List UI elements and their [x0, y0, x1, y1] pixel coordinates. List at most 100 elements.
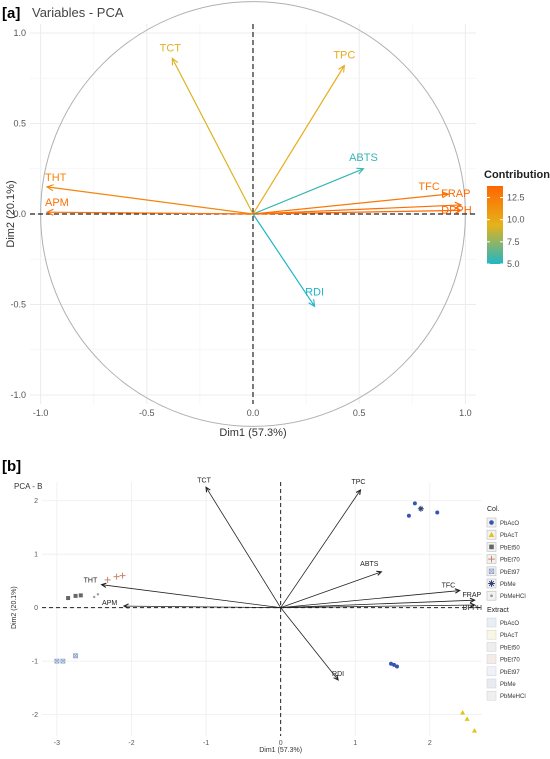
panel-a-y-axis-label: Dim2 (20.1%)	[5, 180, 17, 247]
panel-a-y-tick-label: -0.5	[10, 299, 26, 309]
vector-tpc-arrowhead	[338, 64, 345, 73]
panel-b-y-ticks: -2 -1 0 1 2	[32, 498, 38, 719]
panel-b-y-tick-label: 0	[34, 605, 38, 612]
vector-label-tfc: TFC	[418, 181, 439, 193]
panel-b-x-tick-label: 0	[279, 740, 283, 747]
biplot-vector-tct-arrowhead	[205, 486, 211, 493]
biplot-vector-apm	[124, 605, 281, 609]
contribution-color-bar	[487, 186, 503, 264]
biplot-vector-tht-arrowhead	[100, 582, 107, 588]
biplot-vector-rdi	[280, 607, 339, 681]
col-legend-marker-pbet97	[488, 568, 495, 574]
biplot-vector-frap-arrowhead	[469, 597, 476, 604]
extract-legend-label: PbAcO	[500, 621, 519, 627]
biplot-vector-label-dpph: DPPH	[463, 605, 482, 612]
extract-legend-title: Extract	[487, 607, 509, 614]
biplot-vector-abts-arrowhead	[376, 570, 383, 576]
col-legend-marker-pbact	[488, 531, 495, 537]
extract-legend-key	[486, 617, 497, 628]
biplot-point-pbet70	[104, 576, 111, 583]
vector-label-tht: THT	[45, 172, 67, 184]
contribution-tick-label: 10.0	[507, 215, 525, 225]
biplot-vector-frap	[280, 599, 475, 609]
extract-legend-label: PbAcT	[500, 633, 518, 639]
col-legend-marker-pbet70	[488, 555, 495, 563]
col-legend-label: PbMe	[500, 582, 516, 588]
biplot-point-pbet50	[78, 593, 83, 598]
panel-a-x-tick-label: -1.0	[33, 408, 49, 418]
biplot-vector-apm-arrowhead	[122, 603, 129, 609]
vector-label-tct: TCT	[160, 42, 182, 54]
biplot-vector-tht	[101, 584, 281, 609]
vector-dpph	[252, 209, 462, 215]
col-legend-label: PbMeHCl	[500, 594, 526, 600]
panel-a-title: Variables - PCA	[32, 5, 124, 20]
extract-legend-label: PbEt97	[500, 670, 520, 676]
biplot-point-pbact	[464, 716, 470, 721]
col-legend-title: Col.	[487, 506, 500, 513]
vector-frap	[252, 204, 462, 215]
extract-legend-key	[486, 666, 497, 677]
col-legend-label: PbEt70	[500, 558, 520, 564]
biplot-point-pbaco	[412, 501, 417, 506]
contribution-legend-ticks: 12.5 10.0 7.5 5.0	[487, 193, 525, 269]
extract-legend-entries: PbAcO PbAcT PbEt50 PbEt70 PbEt97 PbMe PbMeHCl	[486, 617, 526, 701]
vector-label-frap: FRAP	[441, 188, 470, 200]
biplot-vector-label-abts: ABTS	[360, 561, 379, 568]
biplot-point-pbet50	[73, 593, 78, 598]
vector-tht	[46, 186, 254, 215]
panel-b-y-tick-label: -2	[32, 712, 38, 719]
biplot-vector-label-tct: TCT	[197, 477, 211, 484]
panel-b: [b] PCA - Biplot -3 -2 -1 0 1 2 -2 -1 0 1 2 TCT TP…	[2, 458, 526, 754]
biplot-point-pbaco	[406, 513, 411, 518]
panel-b-y-axis-label: Dim2 (20.1%)	[11, 586, 18, 629]
panel-b-x-tick-label: -3	[54, 740, 60, 747]
vector-apm	[46, 211, 254, 215]
panel-b-x-tick-label: -2	[128, 740, 134, 747]
contribution-legend-title: Contribution	[484, 169, 550, 181]
panel-a-y-tick-label: 0.0	[13, 209, 26, 219]
extract-legend-key	[486, 642, 497, 652]
vector-apm-arrowhead	[45, 208, 54, 216]
extract-legend-key	[486, 629, 497, 640]
vector-label-rdi: RDI	[305, 286, 324, 298]
vector-label-dpph: DPPH	[441, 204, 472, 216]
biplot-point-pbet97	[73, 653, 78, 659]
biplot-vector-label-rdi: RDI	[332, 671, 344, 678]
extract-legend-key	[486, 678, 497, 689]
vector-label-tpc: TPC	[333, 50, 355, 62]
biplot-vector-tfc-arrowhead	[454, 588, 461, 594]
contribution-tick-label: 7.5	[507, 237, 520, 247]
vector-tct-arrowhead	[171, 57, 179, 66]
biplot-vector-tpc	[280, 489, 361, 608]
col-legend: Col. PbAcO PbAcT PbEt50 PbEt70 PbEt97 PbMe PbM…	[486, 506, 526, 601]
biplot-point-pbmehcl	[96, 593, 100, 596]
vector-rdi	[252, 213, 316, 307]
panel-b-x-ticks: -3 -2 -1 0 1 2	[54, 740, 432, 747]
vector-dpph-arrowhead	[454, 206, 463, 215]
panel-a-x-ticks: -1.0 -0.5 0.0 0.5 1.0	[33, 408, 472, 418]
biplot-vector-tct	[205, 487, 281, 608]
col-legend-entries: PbAcO PbAcT PbEt50 PbEt70 PbEt97 PbMe PbMeHCl	[486, 517, 526, 601]
col-legend-label: PbEt97	[500, 570, 520, 576]
biplot-point-pbet97	[60, 658, 66, 664]
panel-b-plot-background	[42, 482, 482, 736]
panel-b-vectors: TCT TPC ABTS THT APM TFC FRAP DPPH RDI	[84, 477, 482, 681]
panel-b-y-tick-label: 1	[34, 552, 38, 559]
panel-a-label: [a]	[2, 5, 20, 22]
contribution-tick-label: 5.0	[507, 259, 520, 269]
panel-a-y-tick-label: 0.5	[13, 119, 26, 129]
vector-tpc	[252, 65, 345, 215]
col-legend-label: PbAcT	[500, 533, 518, 539]
col-legend-label: PbEt50	[500, 545, 520, 551]
biplot-point-pbmehcl	[93, 595, 96, 599]
biplot-point-pbme	[417, 505, 424, 512]
biplot-vector-label-frap: FRAP	[463, 592, 482, 599]
biplot-point-pbaco	[435, 510, 440, 515]
vector-abts-arrowhead	[356, 167, 365, 175]
panel-a-y-ticks: -1.0 -0.5 0.0 0.5 1.0	[10, 28, 26, 400]
panel-a-y-tick-label: 1.0	[13, 28, 26, 38]
panel-a-x-tick-label: 0.0	[247, 408, 260, 418]
biplot-vector-label-tpc: TPC	[351, 479, 365, 486]
